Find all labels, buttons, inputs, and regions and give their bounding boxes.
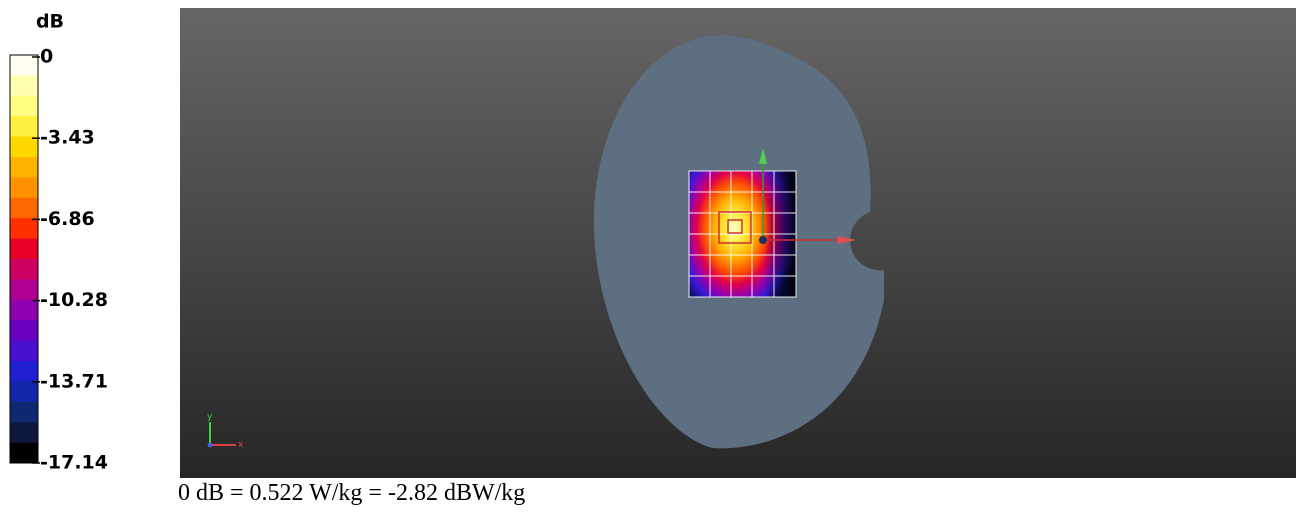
sar-map [689,171,796,297]
color-band [10,239,38,260]
color-band [10,177,38,198]
color-band [10,443,38,464]
color-band [10,218,38,239]
color-band [10,157,38,178]
color-band [10,300,38,321]
color-band [10,116,38,137]
colorbar: 0 -3.43 -6.86 -10.28 -13.71 -17.14 [10,46,108,474]
color-band [10,422,38,443]
color-band [10,198,38,219]
tick-label: -6.86 [40,208,95,230]
screenshot: x y 0 -3.43 -6.86 -10.28 -13.71 -17.14 dB 0 d… [0,0,1296,521]
color-band [10,259,38,280]
color-band [10,55,38,76]
color-band [10,137,38,158]
tick-label: -17.14 [40,452,108,474]
colorbar-unit: dB [36,11,64,33]
tick-label: -10.28 [40,289,108,311]
page: x y 0 -3.43 -6.86 -10.28 -13.71 -17.14 dB 0 d… [0,0,1296,521]
color-band [10,381,38,402]
color-band [10,320,38,341]
tick-label: -3.43 [40,127,95,149]
caption: 0 dB = 0.522 W/kg = -2.82 dBW/kg [178,480,525,506]
x-axis-label: x [238,440,244,450]
color-band [10,402,38,423]
tick-label: 0 [40,46,53,68]
color-band [10,96,38,117]
tick-label: -13.71 [40,370,108,392]
color-band [10,341,38,362]
color-band [10,279,38,300]
color-band [10,75,38,96]
color-band [10,361,38,382]
y-axis-label: y [207,412,213,422]
